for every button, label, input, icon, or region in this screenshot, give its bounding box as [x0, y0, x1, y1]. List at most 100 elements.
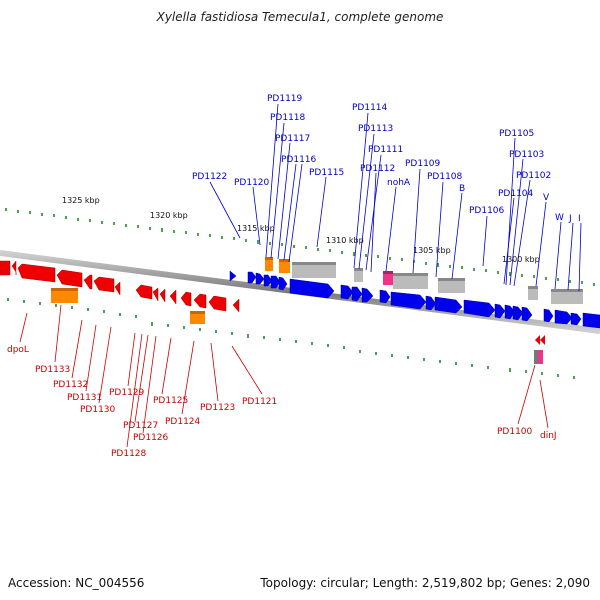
ruler-label-1325: 1325 kbp [62, 196, 100, 205]
gene-arrow-f3 [263, 274, 273, 287]
gene-arrow-f7 [340, 284, 354, 300]
lower-ruler [7, 298, 575, 379]
gene-label-PD1117: PD1117 [275, 134, 310, 144]
gene-arrow-r3 [83, 274, 93, 290]
reverse-rna-features [51, 288, 205, 324]
gene-label-B: B [459, 184, 465, 194]
gene-arrow-r11 [193, 293, 207, 309]
rna-block-1 [51, 288, 78, 303]
gene-arrow-f1 [247, 271, 257, 284]
gray-block-1 [292, 262, 336, 278]
gene-arrow-V [543, 308, 554, 323]
gene-arrow-r4 [93, 276, 115, 293]
gene-arrow-PD1108 [425, 295, 437, 311]
top-gene-labels: PD1119 PD1118 PD1117 PD1116 PD1114 PD111… [192, 94, 581, 224]
gray-block-5-top [528, 286, 538, 289]
gene-arrow-f10 [379, 289, 391, 304]
gene-arrow-f8 [351, 286, 363, 302]
gene-arrow-f15 [494, 303, 506, 319]
gene-arrow-W [554, 309, 573, 325]
gene-arrow-PD1122 [229, 270, 237, 282]
gene-arrow-dpoL [0, 260, 11, 276]
rna-block-3-top [265, 257, 273, 260]
gene-label-PD1115: PD1115 [309, 168, 344, 178]
gene-arrow-f17 [512, 305, 524, 321]
gray-block-2-top [354, 268, 363, 271]
ruler-label-1305: 1305 kbp [413, 246, 451, 255]
gene-label-PD1112: PD1112 [360, 164, 395, 174]
gene-arrow-PD1115 [289, 278, 335, 299]
gene-label-PD1122: PD1122 [192, 172, 227, 182]
gray-block-3-top [393, 273, 428, 276]
reverse-strand-features [0, 260, 240, 313]
gene-label-PD1104: PD1104 [498, 189, 534, 199]
gene-arrow-r12 [208, 295, 227, 312]
gray-block-2 [354, 268, 363, 282]
gene-label-PD1116: PD1116 [281, 155, 317, 165]
gray-block-4 [438, 278, 465, 293]
gene-label-PD1129: PD1129 [109, 388, 145, 398]
misc-block-dinJ [534, 350, 543, 364]
gene-arrow-f4 [270, 275, 281, 289]
gene-label-PD1111: PD1111 [368, 145, 403, 155]
gene-arrow-r7 [152, 287, 159, 302]
gene-label-nohA: nohA [387, 178, 411, 188]
gene-arrow-I [582, 312, 600, 329]
gene-arrow-f5 [278, 276, 288, 291]
pseudo-features [292, 262, 583, 304]
gene-arrow-PD1100b [540, 335, 545, 345]
gene-arrow-PD1100 [535, 335, 540, 345]
accession-text: Accession: NC_004556 [8, 576, 145, 590]
genome-summary: Topology: circular; Length: 2,519,802 bp… [260, 576, 590, 590]
gene-label-PD1126: PD1126 [133, 433, 169, 443]
gray-block-6 [551, 289, 583, 304]
ruler-label-1315: 1315 kbp [237, 224, 275, 233]
gene-label-PD1118: PD1118 [270, 113, 306, 123]
gene-arrow-f16 [504, 304, 516, 320]
gene-label-PD1106: PD1106 [469, 206, 505, 216]
gene-label-PD1131: PD1131 [67, 393, 102, 403]
gene-label-PD1124: PD1124 [165, 417, 201, 427]
gray-block-6-top [551, 289, 583, 292]
gene-label-PD1123: PD1123 [200, 403, 235, 413]
gene-label-V: V [543, 193, 550, 203]
gray-block-4-top [438, 278, 465, 281]
gene-arrow-B [434, 296, 463, 314]
gene-arrow-f2 [255, 272, 265, 285]
map-title: Xylella fastidiosa Temecula1, complete g… [156, 10, 444, 24]
rna-block-4 [279, 259, 290, 273]
gray-block-3 [393, 273, 428, 289]
gene-arrow-r6 [135, 284, 153, 300]
gene-label-PD1120: PD1120 [234, 178, 270, 188]
gene-arrow-r2 [56, 269, 83, 288]
gene-arrow-r10 [180, 291, 192, 307]
bottom-gene-labels: dpoL PD1133 PD1132 PD1131 PD1130 PD1129 … [7, 345, 557, 459]
gene-label-W: W [555, 213, 564, 223]
gene-label-dpoL: dpoL [7, 345, 29, 355]
gene-arrow-r1 [17, 263, 56, 283]
gene-label-PD1103: PD1103 [509, 150, 544, 160]
gene-label-PD1128: PD1128 [111, 449, 147, 459]
gene-label-I: I [578, 214, 581, 224]
gene-arrow-r8 [159, 288, 166, 303]
forward-strand-features [229, 270, 600, 329]
gene-label-PD1130: PD1130 [80, 405, 116, 415]
rna-block-2-top [190, 311, 205, 314]
gene-label-PD1132: PD1132 [53, 380, 88, 390]
top-leader-lines [209, 103, 582, 292]
upper-ruler [5, 208, 595, 286]
misc-block-dinJ-side [534, 350, 538, 364]
gene-label-PD1113: PD1113 [358, 124, 393, 134]
gene-arrow-J [570, 312, 582, 326]
gene-label-PD1105: PD1105 [499, 129, 534, 139]
misc-block-nohA [383, 271, 393, 285]
ruler-label-1300: 1300 kbp [502, 255, 540, 264]
gene-label-PD1114: PD1114 [352, 103, 388, 113]
gray-block-5 [528, 286, 538, 300]
rna-block-3 [265, 257, 273, 271]
gene-arrow-r5 [114, 281, 121, 296]
rna-block-4-top [279, 259, 290, 262]
rna-block-2 [190, 311, 205, 324]
